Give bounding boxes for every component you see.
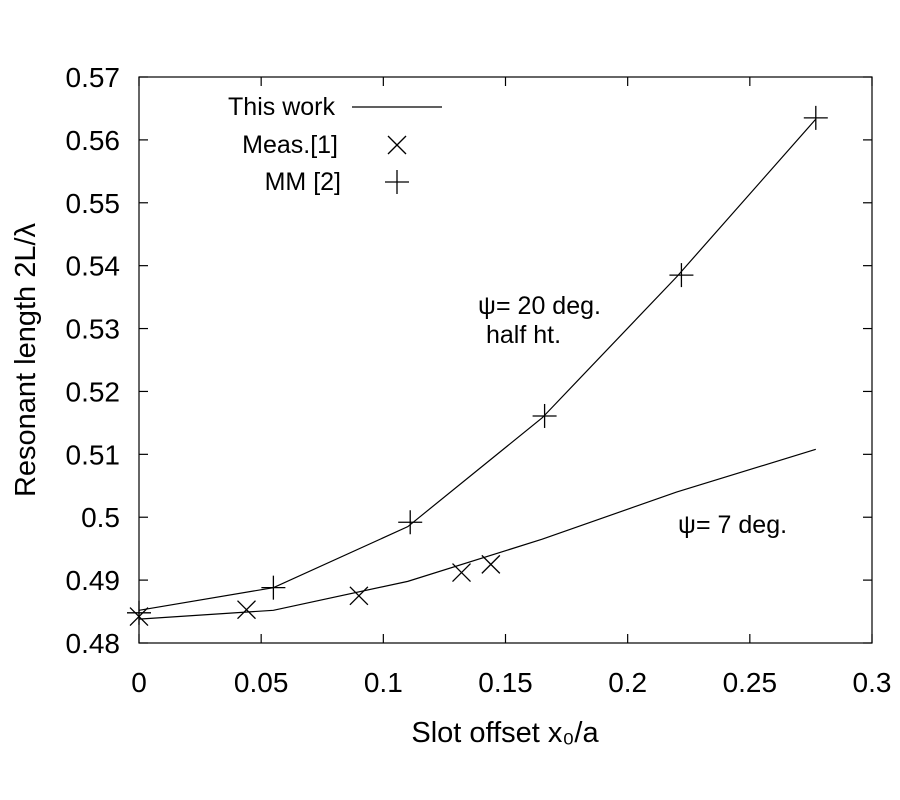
y-tick-labels: 0.48 0.49 0.5 0.51 0.52 0.53 0.54 0.55 0.56 0.57 [66, 62, 121, 659]
legend-label-meas: Meas.[1] [242, 131, 338, 159]
series-markers [127, 105, 828, 627]
series-line-1 [138, 448, 816, 620]
annotation-psi-20-symbol: ψ [478, 292, 496, 320]
x-tick-label: 0.25 [723, 667, 778, 698]
y-tick-label: 0.54 [66, 251, 121, 282]
legend-plus-marker-icon [385, 170, 409, 194]
annotation-psi-7: ψ = 7 deg. [678, 511, 787, 539]
marker-x-point [349, 586, 369, 606]
marker-plus-point [803, 105, 828, 130]
x-tick-label: 0.05 [234, 667, 289, 698]
legend: This work Meas.[1] MM [2] [228, 93, 442, 196]
x-tick-label: 0.1 [364, 667, 403, 698]
legend-x-marker-icon [387, 135, 407, 155]
y-tick-label: 0.52 [66, 376, 121, 407]
y-tick-label: 0.49 [66, 565, 121, 596]
y-tick-label: 0.55 [66, 188, 121, 219]
marker-x-point [481, 554, 501, 574]
marker-plus-point [532, 403, 557, 428]
legend-label-this-work: This work [228, 93, 335, 121]
legend-label-mm: MM [2] [265, 168, 341, 196]
legend-plus-glyph [385, 170, 409, 194]
tick-marks [138, 76, 873, 644]
marker-plus-point [398, 510, 423, 535]
annotation-psi-7-text: = 7 deg. [696, 511, 787, 539]
y-axis-label: Resonant length 2L/λ [10, 222, 42, 497]
plot-frame [138, 76, 873, 644]
marker-x-point [452, 563, 471, 583]
y-tick-label: 0.48 [66, 628, 121, 659]
y-tick-label: 0.56 [66, 125, 121, 156]
x-tick-label: 0.2 [608, 667, 647, 698]
x-axis-label: Slot offset x₀/a [411, 717, 599, 749]
y-tick-label: 0.53 [66, 314, 121, 345]
marker-plus-point [261, 575, 286, 600]
annotation-psi-7-symbol: ψ [678, 511, 696, 539]
annotation-psi-20-text: = 20 deg. [496, 292, 601, 320]
x-tick-label: 0 [131, 667, 147, 698]
marker-plus-point [669, 263, 694, 288]
y-tick-label: 0.5 [81, 502, 120, 533]
series-lines [138, 118, 817, 620]
x-tick-label: 0.15 [478, 667, 533, 698]
legend-x-glyph [387, 135, 407, 155]
marker-x-point [237, 600, 256, 620]
y-tick-label: 0.57 [66, 62, 121, 93]
y-tick-label: 0.51 [66, 439, 121, 470]
x-tick-label: 0.3 [853, 667, 892, 698]
annotation-psi-20-subtext: half ht. [486, 321, 561, 349]
annotation-psi-20: ψ = 20 deg. half ht. [478, 292, 601, 349]
marker-plus-point [127, 600, 151, 625]
x-tick-labels: 0 0.05 0.1 0.15 0.2 0.25 0.3 [131, 667, 891, 698]
series-line-0 [138, 118, 817, 611]
